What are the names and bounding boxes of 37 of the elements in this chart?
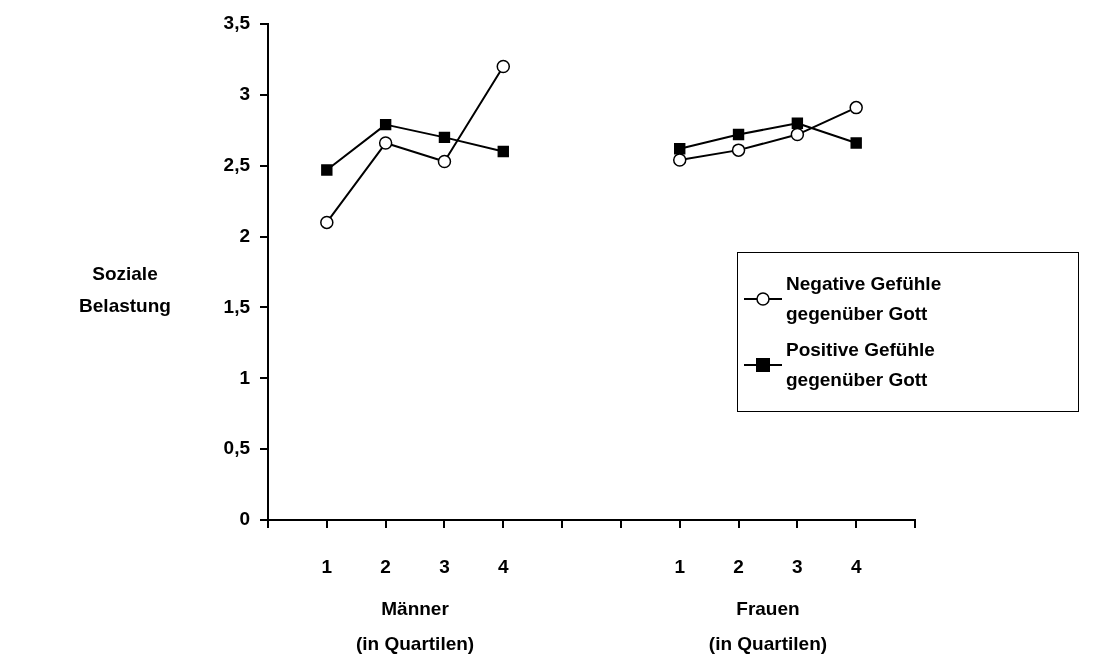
x-tick-label: 4 (850, 555, 862, 577)
point (321, 164, 333, 176)
legend-label: Negative Gefühle gegenüber Gott (786, 272, 943, 326)
x-tick-label: 2 (733, 555, 744, 577)
point (674, 143, 686, 155)
point (791, 117, 804, 129)
point (732, 128, 745, 141)
y-tick-label: 1 (239, 366, 251, 388)
x-tick-label: 1 (321, 555, 333, 577)
y-tick-label: 2 (239, 224, 250, 246)
legend-label: Positive Gefühle gegenüber Gott (786, 338, 936, 392)
point (497, 145, 509, 158)
point (378, 136, 393, 150)
x-tick-label: 3 (792, 555, 803, 577)
x-tick-label: 3 (439, 555, 450, 577)
point (850, 137, 862, 149)
point (320, 215, 334, 230)
point (672, 153, 687, 167)
point (731, 143, 746, 157)
y-tick-label: 0 (239, 508, 250, 530)
text: Frauen (in Quartilen) (708, 598, 828, 655)
point (496, 59, 511, 74)
point (849, 100, 863, 115)
y-tick-label: 0,5 (223, 437, 251, 459)
point (379, 118, 392, 131)
point (437, 154, 452, 169)
x-tick-label: 1 (674, 555, 686, 577)
y-tick-label: 3,5 (223, 12, 251, 34)
text: Männer (in Quartilen) (355, 598, 475, 655)
y-tick-label: 3 (239, 83, 250, 105)
y-tick-label: 2,5 (223, 153, 251, 175)
point (438, 131, 451, 144)
x-tick-label: 4 (497, 555, 509, 577)
point (790, 127, 805, 142)
y-axis-title: Soziale Belastung (78, 262, 172, 318)
y-tick-label: 1,5 (223, 295, 251, 317)
x-tick-label: 2 (380, 555, 391, 577)
